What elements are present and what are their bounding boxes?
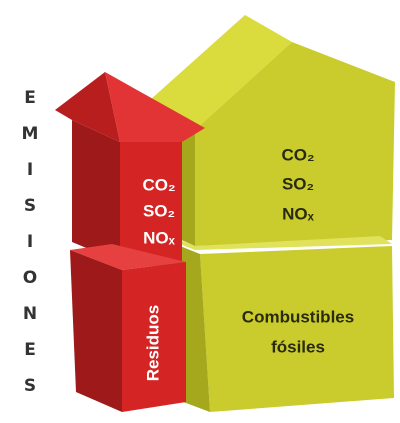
red-arrow-front bbox=[105, 72, 205, 142]
emissions-label: EMISIONES bbox=[20, 88, 40, 412]
yellow-gas: NOₓ bbox=[282, 204, 315, 223]
red-front bbox=[120, 142, 182, 262]
red-gas: CO₂ bbox=[142, 175, 175, 194]
yellow-lower-front bbox=[200, 246, 394, 412]
red-lower-side bbox=[70, 250, 122, 412]
red-gas: SO₂ bbox=[143, 201, 175, 220]
yellow-lower-top bbox=[150, 228, 392, 250]
yellow-gas: SO₂ bbox=[282, 174, 314, 193]
yellow-lower-label: Combustibles bbox=[242, 307, 354, 326]
red-gas: NOₓ bbox=[143, 228, 176, 247]
red-lower-front bbox=[122, 262, 186, 412]
red-lower-label: Residuos bbox=[143, 305, 162, 382]
yellow-front bbox=[195, 42, 395, 246]
red-side bbox=[72, 120, 120, 262]
red-arrow-left bbox=[55, 72, 120, 142]
yellow-roof bbox=[150, 15, 292, 130]
yellow-gas: CO₂ bbox=[281, 145, 314, 164]
red-lower-top bbox=[70, 244, 186, 270]
yellow-lower-label: fósiles bbox=[271, 337, 325, 356]
